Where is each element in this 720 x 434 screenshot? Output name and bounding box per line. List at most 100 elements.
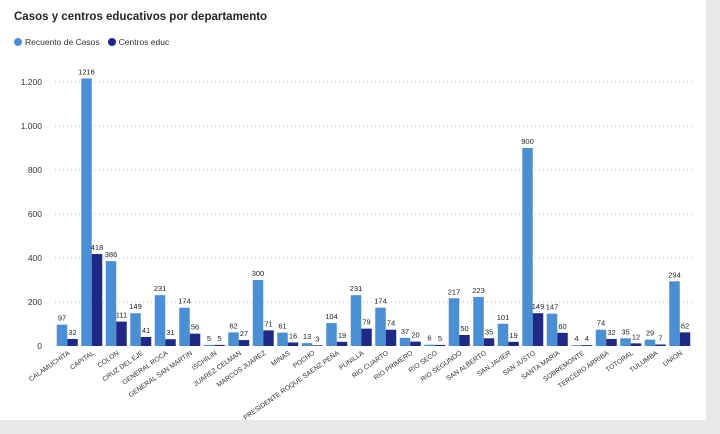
data-label-casos: 13 bbox=[303, 332, 311, 341]
bar-centros[interactable] bbox=[655, 344, 666, 346]
bar-centros[interactable] bbox=[165, 339, 176, 346]
bar-casos[interactable] bbox=[448, 298, 460, 346]
data-label-casos: 35 bbox=[621, 327, 629, 336]
bar-centros[interactable] bbox=[483, 338, 495, 346]
legend-item-casos[interactable]: Recuento de Casos bbox=[14, 37, 100, 47]
data-label-casos: 4 bbox=[574, 334, 578, 343]
bar-casos[interactable] bbox=[277, 332, 288, 346]
bar-centros[interactable] bbox=[263, 330, 274, 346]
data-label-centros: 5 bbox=[438, 334, 442, 343]
bar-centros[interactable] bbox=[361, 328, 372, 346]
bar-centros[interactable] bbox=[385, 329, 397, 346]
data-label-centros: 27 bbox=[240, 329, 248, 338]
bar-centros[interactable] bbox=[67, 338, 78, 346]
data-label-casos: 231 bbox=[350, 284, 363, 293]
bar-casos[interactable] bbox=[571, 345, 582, 346]
data-label-casos: 174 bbox=[374, 297, 387, 306]
bar-casos[interactable] bbox=[669, 281, 680, 346]
legend-label-centros: Centros educ bbox=[118, 37, 170, 47]
data-label-centros: 62 bbox=[681, 321, 689, 330]
x-tick-label: CALAMUCHITA bbox=[28, 350, 72, 384]
bar-centros[interactable] bbox=[557, 332, 568, 346]
data-label-centros: 418 bbox=[91, 243, 104, 252]
bar-casos[interactable] bbox=[350, 295, 362, 346]
y-tick-label: 800 bbox=[28, 165, 42, 175]
bar-casos[interactable] bbox=[375, 307, 386, 346]
legend-item-centros[interactable]: Centros educ bbox=[107, 37, 170, 47]
data-label-casos: 37 bbox=[401, 327, 409, 336]
x-tick-label: TULUMBA bbox=[629, 350, 660, 375]
bar-casos[interactable] bbox=[130, 313, 141, 346]
bar-casos[interactable] bbox=[424, 344, 435, 346]
bar-casos[interactable] bbox=[301, 343, 313, 346]
bar-casos[interactable] bbox=[203, 344, 215, 346]
data-label-casos: 97 bbox=[58, 314, 66, 323]
data-label-casos: 29 bbox=[646, 329, 654, 338]
bar-centros[interactable] bbox=[336, 341, 348, 346]
data-label-centros: 3 bbox=[315, 334, 319, 343]
bar-casos[interactable] bbox=[81, 78, 92, 346]
data-label-casos: 217 bbox=[448, 287, 461, 296]
data-label-centros: 111 bbox=[116, 311, 127, 320]
bar-casos[interactable] bbox=[154, 295, 166, 346]
bar-casos[interactable] bbox=[56, 324, 68, 346]
bar-chart: 02004006008001.0001.2009732CALAMUCHITA12… bbox=[21, 67, 692, 420]
bar-casos[interactable] bbox=[546, 313, 558, 346]
bar-casos[interactable] bbox=[620, 338, 631, 346]
bar-centros[interactable] bbox=[508, 341, 519, 346]
legend-label-casos: Recuento de Casos bbox=[25, 37, 100, 47]
y-tick-label: 0 bbox=[37, 341, 42, 351]
data-label-casos: 62 bbox=[229, 321, 237, 330]
bar-casos[interactable] bbox=[497, 323, 509, 346]
data-label-centros: 50 bbox=[460, 324, 468, 333]
data-label-centros: 4 bbox=[585, 334, 589, 343]
bar-casos[interactable] bbox=[105, 261, 117, 346]
data-label-casos: 300 bbox=[252, 269, 265, 278]
bar-centros[interactable] bbox=[238, 340, 250, 346]
bar-casos[interactable] bbox=[228, 332, 239, 346]
data-label-casos: 5 bbox=[207, 334, 211, 343]
bar-centros[interactable] bbox=[116, 321, 127, 346]
bar-centros[interactable] bbox=[410, 341, 421, 346]
data-label-centros: 56 bbox=[191, 323, 199, 332]
bar-centros[interactable] bbox=[581, 345, 593, 346]
data-label-casos: 61 bbox=[278, 322, 286, 331]
data-label-centros: 19 bbox=[338, 331, 346, 340]
bar-casos[interactable] bbox=[595, 329, 607, 346]
bar-casos[interactable] bbox=[644, 339, 656, 346]
data-label-centros: 149 bbox=[532, 302, 545, 311]
bar-casos[interactable] bbox=[473, 296, 484, 346]
bar-centros[interactable] bbox=[91, 254, 103, 346]
data-label-centros: 79 bbox=[362, 318, 370, 327]
bar-centros[interactable] bbox=[312, 345, 323, 346]
y-tick-label: 1.200 bbox=[21, 77, 43, 87]
data-label-centros: 16 bbox=[289, 331, 297, 340]
bar-casos[interactable] bbox=[252, 280, 264, 346]
bar-centros[interactable] bbox=[214, 344, 225, 346]
bar-centros[interactable] bbox=[189, 333, 201, 346]
data-label-centros: 5 bbox=[217, 334, 221, 343]
bar-centros[interactable] bbox=[679, 332, 691, 346]
data-label-casos: 147 bbox=[546, 303, 559, 312]
bar-casos[interactable] bbox=[399, 337, 411, 346]
data-label-centros: 32 bbox=[68, 328, 76, 337]
bar-casos[interactable] bbox=[522, 148, 533, 346]
data-label-centros: 20 bbox=[411, 331, 419, 340]
bar-centros[interactable] bbox=[459, 335, 470, 346]
y-tick-label: 1.000 bbox=[21, 121, 43, 131]
bar-centros[interactable] bbox=[606, 338, 617, 346]
y-tick-label: 400 bbox=[28, 253, 42, 263]
data-label-casos: 149 bbox=[129, 302, 142, 311]
bar-casos[interactable] bbox=[326, 323, 337, 346]
data-label-casos: 900 bbox=[521, 137, 534, 146]
data-label-centros: 60 bbox=[558, 322, 566, 331]
bar-centros[interactable] bbox=[532, 313, 544, 346]
bar-centros[interactable] bbox=[140, 336, 152, 346]
data-label-casos: 231 bbox=[154, 284, 167, 293]
bar-centros[interactable] bbox=[434, 344, 446, 346]
bar-casos[interactable] bbox=[179, 307, 190, 346]
x-tick-label: MINAS bbox=[270, 350, 292, 368]
bar-centros[interactable] bbox=[630, 343, 642, 346]
bar-centros[interactable] bbox=[287, 342, 299, 346]
data-label-casos: 223 bbox=[472, 286, 485, 295]
